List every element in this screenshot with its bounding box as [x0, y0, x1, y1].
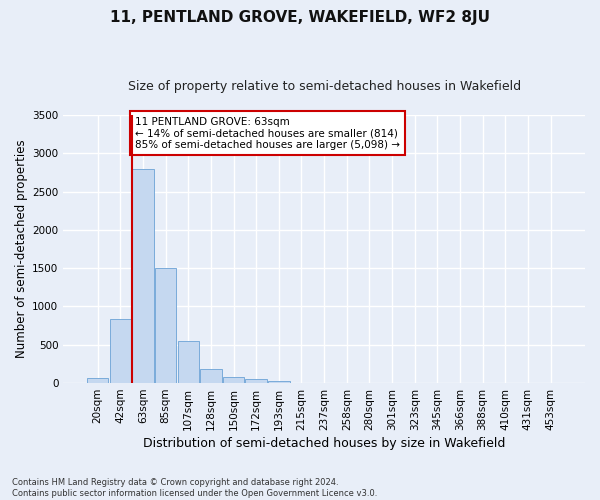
Bar [87, 378, 109, 383]
Bar [110, 318, 131, 383]
Text: 11 PENTLAND GROVE: 63sqm
← 14% of semi-detached houses are smaller (814)
85% of : 11 PENTLAND GROVE: 63sqm ← 14% of semi-d… [135, 116, 400, 150]
Bar [200, 369, 221, 383]
Text: 11, PENTLAND GROVE, WAKEFIELD, WF2 8JU: 11, PENTLAND GROVE, WAKEFIELD, WF2 8JU [110, 10, 490, 25]
Bar [268, 381, 290, 383]
Bar [178, 341, 199, 383]
X-axis label: Distribution of semi-detached houses by size in Wakefield: Distribution of semi-detached houses by … [143, 437, 505, 450]
Bar [223, 377, 244, 383]
Bar [155, 268, 176, 383]
Title: Size of property relative to semi-detached houses in Wakefield: Size of property relative to semi-detach… [128, 80, 521, 93]
Text: Contains HM Land Registry data © Crown copyright and database right 2024.
Contai: Contains HM Land Registry data © Crown c… [12, 478, 377, 498]
Bar [132, 168, 154, 383]
Y-axis label: Number of semi-detached properties: Number of semi-detached properties [15, 140, 28, 358]
Bar [245, 379, 267, 383]
